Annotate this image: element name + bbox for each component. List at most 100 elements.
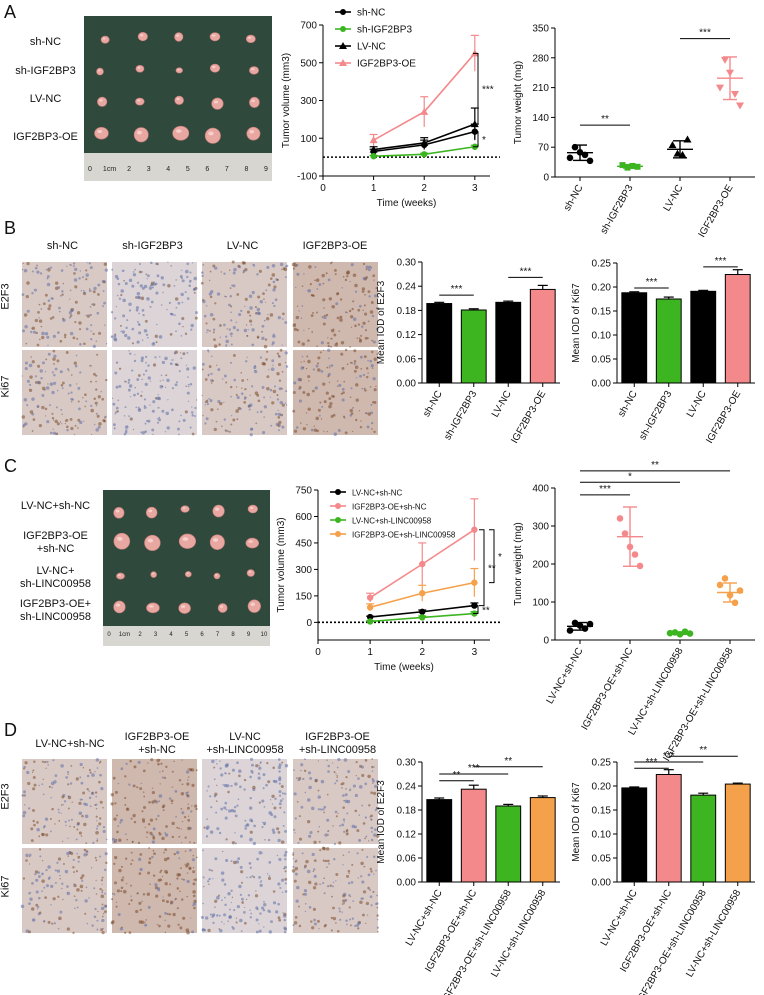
- ihc-nucleus: [370, 826, 374, 830]
- ihc-nucleus: [362, 276, 367, 281]
- ihc-nucleus: [284, 830, 287, 833]
- ihc-nucleus: [276, 393, 279, 397]
- ihc-nucleus: [56, 389, 59, 392]
- ihc-nucleus: [364, 412, 367, 415]
- ihc-nucleus: [251, 343, 255, 347]
- ihc-nucleus: [61, 290, 64, 293]
- ihc-nucleus: [116, 294, 119, 297]
- ihc-nucleus: [220, 807, 224, 811]
- ihc-nucleus: [317, 830, 320, 833]
- data-point: [624, 164, 631, 171]
- ihc-nucleus: [167, 283, 171, 288]
- ihc-nucleus: [184, 410, 188, 414]
- ihc-nucleus: [121, 269, 125, 273]
- ihc-nucleus: [335, 922, 337, 924]
- ihc-nucleus: [341, 398, 345, 402]
- ihc-nucleus: [46, 335, 50, 339]
- ihc-nucleus: [157, 814, 160, 817]
- ihc-nucleus: [341, 903, 344, 905]
- ihc-nucleus: [212, 328, 216, 331]
- ihc-nucleus: [41, 394, 45, 397]
- ihc-nucleus: [112, 892, 114, 895]
- ihc-nucleus: [309, 776, 313, 780]
- ihc-nucleus: [206, 402, 209, 406]
- ihc-nucleus: [215, 811, 218, 814]
- ihc-nucleus: [328, 357, 330, 360]
- ihc-nucleus: [354, 290, 358, 293]
- ihc-nucleus: [80, 781, 84, 785]
- ihc-nucleus: [254, 306, 257, 309]
- ihc-nucleus: [321, 273, 325, 278]
- ihc-nucleus: [59, 370, 63, 374]
- ihc-nucleus: [140, 394, 143, 398]
- ihc-nucleus: [119, 324, 122, 327]
- ihc-nucleus: [132, 428, 135, 431]
- ihc-nucleus: [77, 418, 81, 422]
- data-point: [678, 150, 687, 158]
- ihc-nucleus: [316, 311, 318, 314]
- ihc-nucleus: [192, 890, 196, 894]
- ihc-nucleus: [180, 867, 182, 870]
- ihc-nucleus: [277, 758, 281, 761]
- ihc-nucleus: [339, 298, 343, 301]
- ihc-nucleus: [371, 339, 374, 342]
- ihc-nucleus: [326, 859, 330, 863]
- ihc-nucleus: [370, 870, 373, 873]
- ihc-nucleus: [26, 261, 30, 266]
- ihc-nucleus: [346, 363, 349, 366]
- ihc-nucleus: [35, 890, 39, 894]
- ihc-nucleus: [120, 865, 123, 868]
- ihc-nucleus: [340, 392, 343, 395]
- ihc-nucleus: [345, 829, 349, 833]
- ihc-nucleus: [117, 825, 120, 827]
- ihc-nucleus: [28, 363, 33, 368]
- ihc-nucleus: [154, 334, 158, 338]
- ihc-nucleus: [209, 830, 214, 834]
- ihc-nucleus: [214, 266, 218, 270]
- ihc-nucleus: [357, 921, 361, 925]
- ihc-nucleus: [327, 764, 330, 768]
- ihc-nucleus: [81, 798, 83, 801]
- ihc-nucleus: [332, 762, 334, 764]
- ihc-nucleus: [333, 771, 336, 774]
- ihc-nucleus: [221, 878, 225, 882]
- ihc-nucleus: [161, 360, 166, 365]
- ihc-nucleus: [370, 814, 373, 818]
- ihc-nucleus: [293, 429, 298, 433]
- ihc-nucleus: [284, 764, 289, 768]
- ihc-nucleus: [51, 807, 54, 811]
- ihc-nucleus: [133, 820, 137, 824]
- ihc-nucleus: [90, 404, 93, 408]
- ihc-nucleus: [123, 415, 126, 417]
- ihc-nucleus: [120, 330, 122, 333]
- ihc-nucleus: [21, 415, 26, 419]
- ihc-nucleus: [164, 386, 167, 389]
- legend-label: IGF2BP3-OE+sh-NC: [352, 503, 427, 512]
- ihc-nucleus: [374, 784, 378, 788]
- ihc-nucleus: [263, 823, 266, 826]
- data-point: [731, 90, 739, 98]
- ihc-nucleus: [350, 881, 354, 884]
- ihc-nucleus: [110, 311, 114, 314]
- ihc-nucleus: [33, 783, 37, 787]
- ihc-nucleus: [73, 272, 76, 275]
- ihc-nucleus: [26, 281, 30, 285]
- ihc-nucleus: [66, 885, 69, 888]
- ihc-nucleus: [189, 281, 192, 284]
- ihc-nucleus: [162, 896, 164, 898]
- ihc-nucleus: [228, 430, 231, 433]
- ihc-nucleus: [209, 270, 212, 273]
- ihc-tile: [291, 261, 379, 348]
- y-tick-label: 400: [532, 484, 549, 495]
- ihc-nucleus: [181, 811, 185, 815]
- ihc-nucleus: [91, 792, 94, 794]
- ihc-nucleus: [221, 899, 223, 902]
- tumor-specimen: [246, 126, 261, 141]
- ihc-nucleus: [371, 758, 374, 760]
- ihc-nucleus: [76, 383, 78, 385]
- ihc-nucleus: [208, 292, 212, 296]
- ihc-nucleus: [176, 427, 180, 431]
- ihc-nucleus: [317, 356, 321, 360]
- ihc-nucleus: [203, 314, 207, 318]
- ihc-nucleus: [251, 328, 255, 332]
